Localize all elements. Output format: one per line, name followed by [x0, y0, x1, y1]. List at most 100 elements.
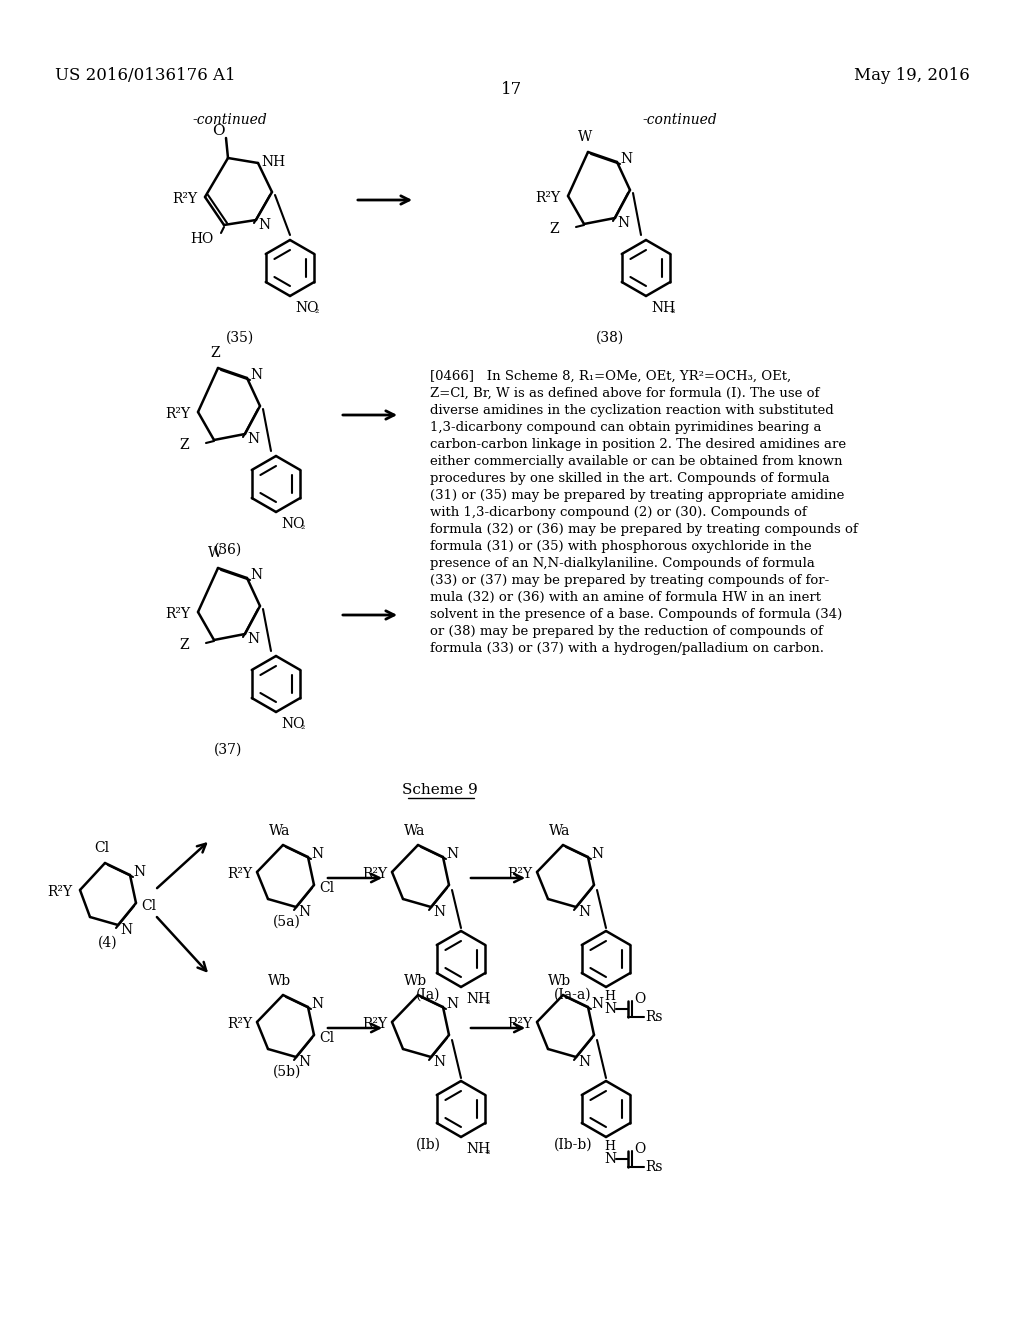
Text: N: N: [250, 568, 262, 582]
Text: ₂: ₂: [671, 305, 676, 315]
Text: N: N: [446, 997, 458, 1011]
Text: N: N: [433, 906, 445, 919]
Text: Wb: Wb: [403, 974, 427, 987]
Text: N: N: [578, 906, 590, 919]
Text: R²Y: R²Y: [535, 191, 560, 205]
Text: or (38) may be prepared by the reduction of compounds of: or (38) may be prepared by the reduction…: [430, 624, 823, 638]
Text: R²Y: R²Y: [361, 1016, 387, 1031]
Text: Wa: Wa: [549, 824, 570, 838]
Text: Z: Z: [179, 638, 189, 652]
Text: N: N: [298, 906, 310, 919]
Text: Cl: Cl: [319, 1031, 334, 1045]
Text: NH: NH: [261, 154, 285, 169]
Text: ₂: ₂: [315, 305, 319, 315]
Text: (38): (38): [596, 331, 624, 345]
Text: Z: Z: [210, 346, 220, 360]
Text: O: O: [212, 124, 224, 139]
Text: Cl: Cl: [94, 841, 110, 855]
Text: R²Y: R²Y: [165, 607, 190, 620]
Text: -continued: -continued: [193, 114, 267, 127]
Text: diverse amidines in the cyclization reaction with substituted: diverse amidines in the cyclization reac…: [430, 404, 834, 417]
Text: N: N: [591, 847, 603, 861]
Text: carbon-carbon linkage in position 2. The desired amidines are: carbon-carbon linkage in position 2. The…: [430, 438, 846, 451]
Text: 17: 17: [502, 82, 522, 99]
Text: Rs: Rs: [645, 1160, 663, 1173]
Text: N: N: [604, 1002, 616, 1016]
Text: (Ia-a): (Ia-a): [554, 987, 592, 1002]
Text: N: N: [298, 1055, 310, 1069]
Text: mula (32) or (36) with an amine of formula HW in an inert: mula (32) or (36) with an amine of formu…: [430, 591, 821, 605]
Text: N: N: [247, 432, 259, 446]
Text: -continued: -continued: [643, 114, 718, 127]
Text: Cl: Cl: [141, 899, 156, 913]
Text: R²Y: R²Y: [172, 191, 197, 206]
Text: (35): (35): [226, 331, 254, 345]
Text: N: N: [620, 152, 632, 166]
Text: US 2016/0136176 A1: US 2016/0136176 A1: [55, 66, 236, 83]
Text: HO: HO: [190, 232, 214, 246]
Text: NO: NO: [295, 301, 318, 315]
Text: R²Y: R²Y: [361, 867, 387, 880]
Text: either commercially available or can be obtained from known: either commercially available or can be …: [430, 455, 843, 469]
Text: (Ia): (Ia): [416, 987, 440, 1002]
Text: N: N: [446, 847, 458, 861]
Text: R²Y: R²Y: [507, 867, 532, 880]
Text: N: N: [311, 997, 324, 1011]
Text: [0466]   In Scheme 8, R₁=OMe, OEt, YR²=OCH₃, OEt,: [0466] In Scheme 8, R₁=OMe, OEt, YR²=OCH…: [430, 370, 792, 383]
Text: N: N: [120, 923, 132, 937]
Text: Wa: Wa: [404, 824, 426, 838]
Text: N: N: [133, 865, 145, 879]
Text: R²Y: R²Y: [227, 867, 252, 880]
Text: (Ib-b): (Ib-b): [554, 1138, 592, 1152]
Text: N: N: [617, 216, 629, 230]
Text: NH: NH: [466, 1142, 490, 1156]
Text: (37): (37): [214, 743, 243, 756]
Text: (Ib): (Ib): [416, 1138, 440, 1152]
Text: Z=Cl, Br, W is as defined above for formula (I). The use of: Z=Cl, Br, W is as defined above for form…: [430, 387, 819, 400]
Text: (5a): (5a): [273, 915, 301, 929]
Text: Z: Z: [179, 438, 189, 451]
Text: 1,3-dicarbony compound can obtain pyrimidines bearing a: 1,3-dicarbony compound can obtain pyrimi…: [430, 421, 821, 434]
Text: formula (33) or (37) with a hydrogen/palladium on carbon.: formula (33) or (37) with a hydrogen/pal…: [430, 642, 824, 655]
Text: N: N: [578, 1055, 590, 1069]
Text: O: O: [634, 1142, 645, 1156]
Text: N: N: [247, 632, 259, 645]
Text: N: N: [604, 1152, 616, 1166]
Text: R²Y: R²Y: [507, 1016, 532, 1031]
Text: ₂: ₂: [301, 521, 305, 531]
Text: NH: NH: [651, 301, 675, 315]
Text: Cl: Cl: [319, 880, 334, 895]
Text: (5b): (5b): [272, 1065, 301, 1078]
Text: N: N: [311, 847, 324, 861]
Text: ₂: ₂: [486, 1146, 490, 1156]
Text: N: N: [258, 218, 270, 232]
Text: Wa: Wa: [269, 824, 291, 838]
Text: procedures by one skilled in the art. Compounds of formula: procedures by one skilled in the art. Co…: [430, 473, 829, 484]
Text: presence of an N,N-dialkylaniline. Compounds of formula: presence of an N,N-dialkylaniline. Compo…: [430, 557, 815, 570]
Text: May 19, 2016: May 19, 2016: [854, 66, 970, 83]
Text: Rs: Rs: [645, 1010, 663, 1024]
Text: W: W: [578, 129, 592, 144]
Text: (31) or (35) may be prepared by treating appropriate amidine: (31) or (35) may be prepared by treating…: [430, 488, 845, 502]
Text: (36): (36): [214, 543, 242, 557]
Text: NO: NO: [281, 517, 304, 531]
Text: R²Y: R²Y: [47, 884, 72, 899]
Text: solvent in the presence of a base. Compounds of formula (34): solvent in the presence of a base. Compo…: [430, 609, 843, 620]
Text: N: N: [433, 1055, 445, 1069]
Text: (33) or (37) may be prepared by treating compounds of for-: (33) or (37) may be prepared by treating…: [430, 574, 829, 587]
Text: formula (32) or (36) may be prepared by treating compounds of: formula (32) or (36) may be prepared by …: [430, 523, 858, 536]
Text: H: H: [604, 990, 615, 1003]
Text: Scheme 9: Scheme 9: [402, 783, 478, 797]
Text: NO: NO: [281, 717, 304, 731]
Text: Z: Z: [549, 222, 559, 236]
Text: NH: NH: [466, 993, 490, 1006]
Text: R²Y: R²Y: [227, 1016, 252, 1031]
Text: ₂: ₂: [301, 721, 305, 731]
Text: W: W: [208, 546, 222, 560]
Text: O: O: [634, 993, 645, 1006]
Text: R²Y: R²Y: [165, 407, 190, 421]
Text: (4): (4): [98, 936, 118, 950]
Text: N: N: [591, 997, 603, 1011]
Text: H: H: [604, 1140, 615, 1154]
Text: ₂: ₂: [486, 997, 490, 1006]
